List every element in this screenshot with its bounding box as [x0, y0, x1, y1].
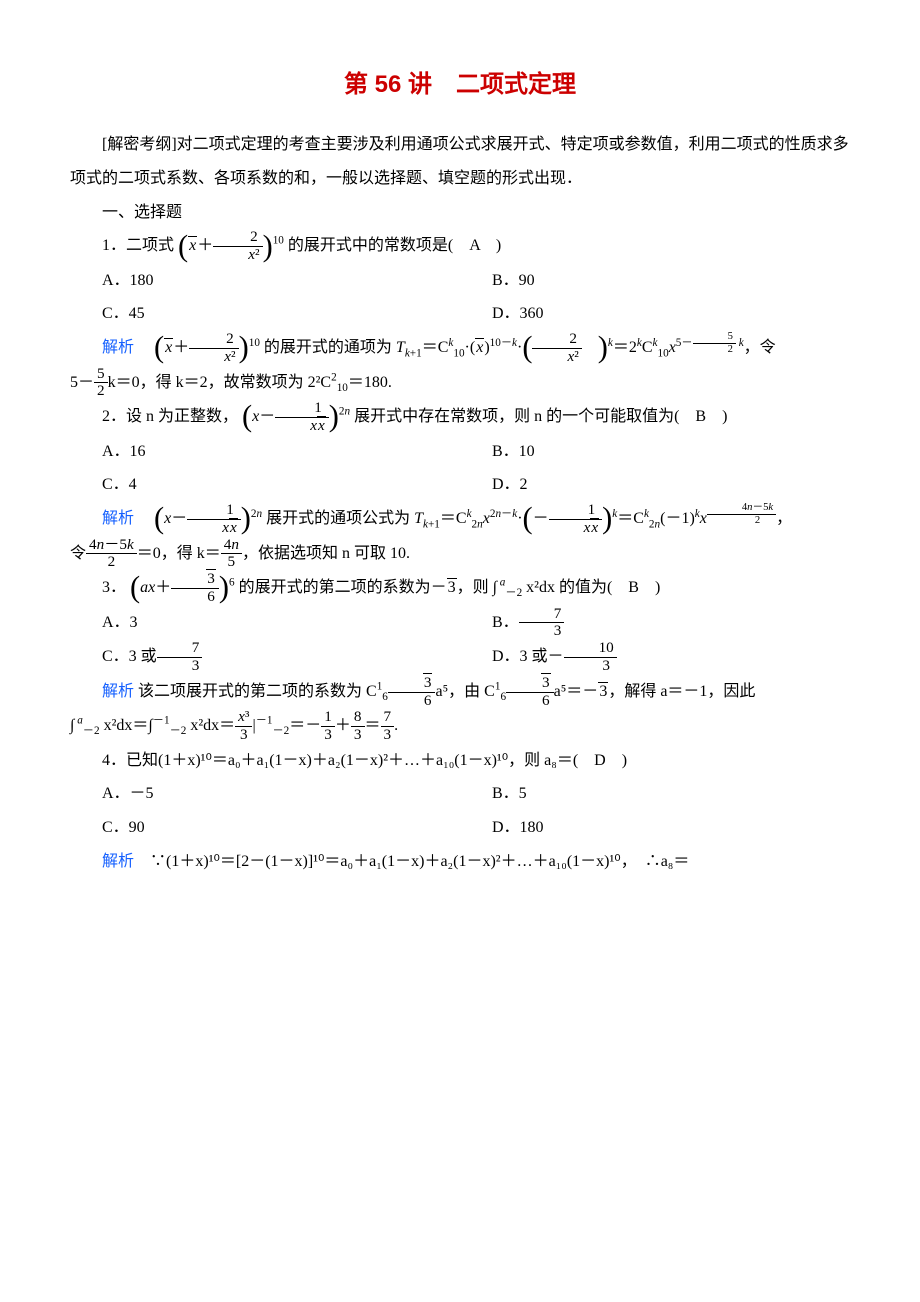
q3-opt-d: D．3 或－103 [460, 640, 850, 675]
q1-stem-pre: 1．二项式 [102, 237, 178, 254]
q4-opt-c: C．90 [70, 811, 460, 845]
q4-opt-b: B．5 [460, 777, 850, 811]
solution-label: 解析 [102, 853, 134, 870]
q1-opt-d: D．360 [460, 297, 850, 331]
q2-solution-line1: 解析 (x－1xx)2n 展开式的通项公式为 Tk+1＝Ck2nx2n－k·(－… [70, 502, 850, 537]
q3-options-row2: C．3 或73 D．3 或－103 [70, 640, 850, 675]
solution-label: 解析 [102, 683, 134, 700]
q1-solution-line1: 解析 (x＋2x²)10 的展开式的通项为 Tk+1＝Ck10·(x)10－k·… [70, 331, 850, 366]
q4-options-row2: C．90 D．180 [70, 811, 850, 845]
q3-solution-line1: 解析 该二项展开式的第二项的系数为 C1636a⁵，由 C1636a⁵＝－3，解… [70, 675, 850, 710]
page-title: 第 56 讲 二项式定理 [70, 60, 850, 110]
q2-options-row1: A．16 B．10 [70, 435, 850, 469]
q4-opt-a: A．－5 [70, 777, 460, 811]
q4-opt-d: D．180 [460, 811, 850, 845]
q2-solution-line2: 令4n－5k2＝0，得 k＝4n5，依据选项知 n 可取 10. [70, 537, 850, 572]
q3-opt-c: C．3 或73 [70, 640, 460, 675]
q1-options-row1: A．180 B．90 [70, 264, 850, 298]
q2-stem: 2．设 n 为正整数， (x－1xx)2n 展开式中存在常数项，则 n 的一个可… [70, 400, 850, 435]
q3-opt-b: B．73 [460, 606, 850, 641]
q2-opt-b: B．10 [460, 435, 850, 469]
q1-options-row2: C．45 D．360 [70, 297, 850, 331]
q3-opt-a: A．3 [70, 606, 460, 641]
q4-stem: 4．已知(1＋x)¹⁰＝a₀＋a₁(1－x)＋a₂(1－x)²＋…＋a₁₀(1－… [70, 744, 850, 778]
q1-opt-c: C．45 [70, 297, 460, 331]
q1-opt-b: B．90 [460, 264, 850, 298]
q2-stem-pre: 2．设 n 为正整数， [102, 408, 238, 425]
q1-opt-a: A．180 [70, 264, 460, 298]
q4-solution: 解析 ∵(1＋x)¹⁰＝[2－(1－x)]¹⁰＝a₀＋a₁(1－x)＋a₂(1－… [70, 845, 850, 879]
q4-options-row1: A．－5 B．5 [70, 777, 850, 811]
section-heading-1: 一、选择题 [70, 196, 850, 230]
solution-label: 解析 [102, 339, 134, 356]
q2-opt-c: C．4 [70, 468, 460, 502]
q2-opt-d: D．2 [460, 468, 850, 502]
intro-paragraph: [解密考纲]对二项式定理的考查主要涉及利用通项公式求展开式、特定项或参数值，利用… [70, 128, 850, 195]
q2-stem-post: 展开式中存在常数项，则 n 的一个可能取值为( B ) [354, 408, 727, 425]
q3-stem: 3． (ax＋36)6 的展开式的第二项的系数为－3，则 ∫ a－2 x²dx … [70, 571, 850, 606]
q2-options-row2: C．4 D．2 [70, 468, 850, 502]
q2-opt-a: A．16 [70, 435, 460, 469]
q1-stem-post: 的展开式中的常数项是( A ) [288, 237, 501, 254]
q3-options-row1: A．3 B．73 [70, 606, 850, 641]
solution-label: 解析 [102, 510, 134, 527]
q1-stem: 1．二项式 (x＋2x²)10 的展开式中的常数项是( A ) [70, 229, 850, 264]
q1-solution-line2: 5－52k＝0，得 k＝2，故常数项为 2²C210＝180. [70, 366, 850, 401]
q3-solution-line2: ∫ a－2 x²dx＝∫－1－2 x²dx＝x³3|－1－2＝－13＋83＝73… [70, 709, 850, 744]
